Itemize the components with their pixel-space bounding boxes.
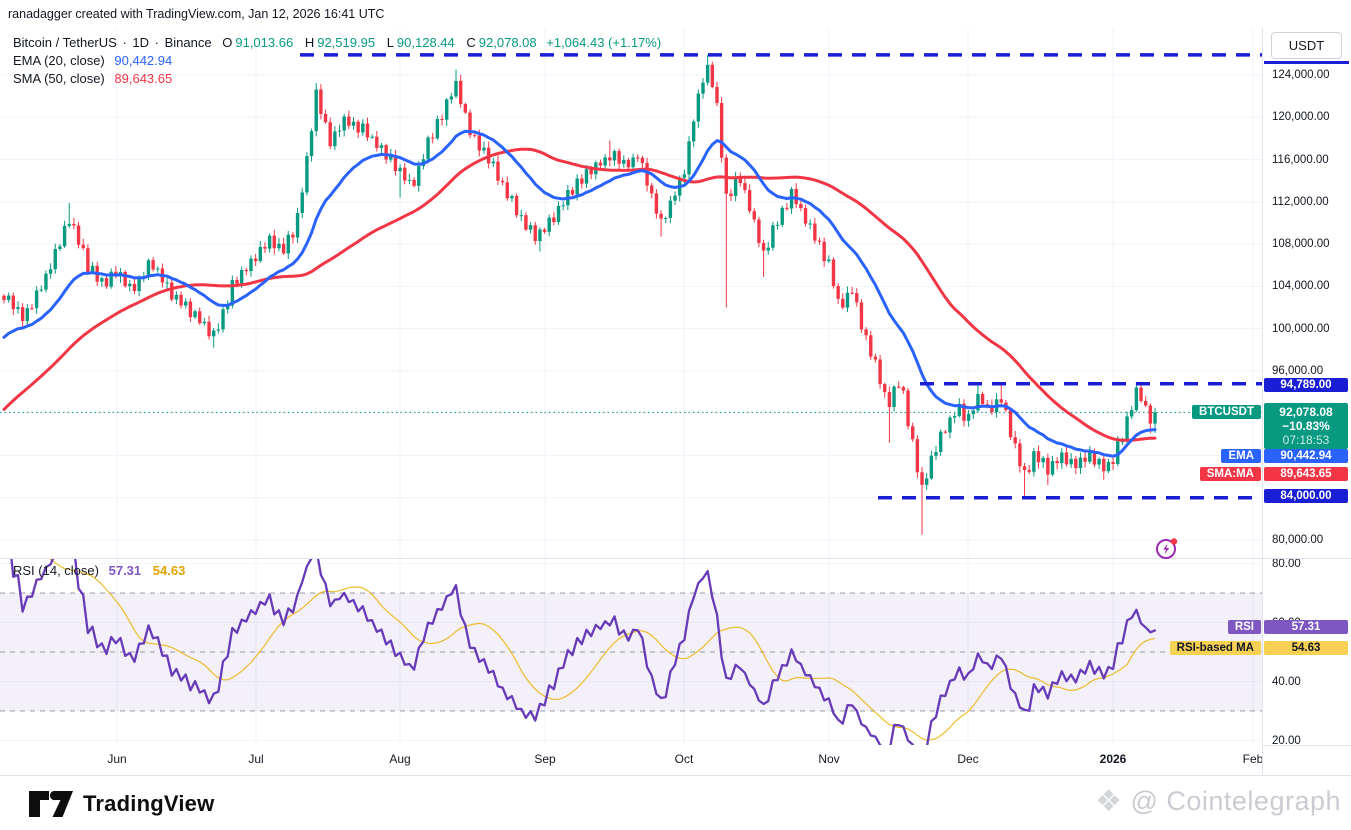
close-value: 92,078.08 [478, 35, 537, 50]
last-price: 92,078.08 [1279, 405, 1333, 419]
symbol-title: Bitcoin / TetherUS [13, 35, 117, 50]
rsi-legend[interactable]: RSI (14, close) 57.31 54.63 [13, 563, 186, 578]
open-value: 91,013.66 [235, 35, 294, 50]
rsi-axis-tick: 80.00 [1272, 557, 1301, 570]
main-chart-canvas[interactable] [0, 28, 1262, 775]
time-axis[interactable]: Jun Jul Aug Sep Oct Nov Dec 2026 Feb [0, 745, 1262, 775]
watermark-text: @ Cointelegraph [1130, 786, 1341, 816]
time-axis-month-label: 2026 [1099, 752, 1127, 766]
symbol-legend[interactable]: Bitcoin / TetherUS · 1D · Binance O 91,01… [13, 35, 664, 50]
sma-value: 89,643.65 [114, 71, 173, 86]
rsi-ma-value: 54.63 [152, 563, 186, 578]
time-axis-month-label: Jun [107, 752, 127, 766]
time-axis-month-label: Feb [1242, 752, 1262, 766]
time-axis-month-label: Jul [248, 752, 264, 766]
pane-separator[interactable] [0, 558, 1351, 559]
time-axis-month-label: Aug [389, 752, 411, 766]
ema-name-tag[interactable]: EMA [1221, 449, 1261, 463]
price-axis-tick: 120,000.00 [1272, 111, 1330, 124]
rsi-ma-name-tag[interactable]: RSI-based MA [1169, 641, 1261, 655]
price-axis-tick: 104,000.00 [1272, 280, 1330, 293]
rsi-axis-tick: 40.00 [1272, 675, 1301, 688]
price-axis-tick: 124,000.00 [1272, 69, 1330, 81]
rsi-axis-tick: 20.00 [1272, 734, 1301, 747]
price-axis-tick: 80,000.00 [1272, 534, 1324, 546]
price-axis-tick: 108,000.00 [1272, 238, 1330, 251]
tradingview-logo-icon [29, 790, 73, 817]
rsi-name-tag[interactable]: RSI [1227, 620, 1261, 634]
upper-level-price-tag: 94,789.00 [1264, 378, 1348, 392]
sma-legend[interactable]: SMA (50, close) 89,643.65 [13, 71, 173, 86]
price-axis[interactable]: USDT 124,000.00 120,000.00 116,000.00 112,0… [1262, 28, 1351, 775]
low-value: 90,128.44 [396, 35, 455, 50]
attribution-text: ranadagger created with TradingView.com,… [8, 7, 385, 21]
price-axis-tick: 96,000.00 [1272, 364, 1324, 377]
lower-level-price-tag: 84,000.00 [1264, 489, 1348, 503]
events-lightning-icon[interactable] [1155, 537, 1179, 561]
ema-price-tag: 90,442.94 [1264, 449, 1348, 463]
last-price-change: −10.83% [1282, 419, 1330, 433]
sma-price-tag: 89,643.65 [1264, 467, 1348, 481]
bar-countdown: 07:18:53 [1282, 433, 1330, 447]
time-axis-month-label: Oct [674, 752, 694, 766]
high-value: 92,519.95 [317, 35, 376, 50]
drawing-axis-marker [1264, 61, 1349, 64]
ema-legend[interactable]: EMA (20, close) 90,442.94 [13, 53, 173, 68]
ohlc-values: O 91,013.66 H 92,519.95 L 90,128.44 C 92,078… [222, 35, 662, 50]
currency-toggle-button[interactable]: USDT [1271, 32, 1342, 59]
exchange-label: Binance [164, 35, 212, 50]
rsi-value-tag: 57.31 [1264, 620, 1348, 634]
price-axis-tick: 116,000.00 [1272, 153, 1329, 166]
tradingview-logo[interactable]: TradingView [28, 790, 214, 818]
price-axis-tick: 100,000.00 [1272, 322, 1330, 335]
change-value: +1,064.43 (+1.17%) [546, 35, 662, 50]
rsi-value: 57.31 [108, 563, 142, 578]
last-price-tag: 92,078.08 −10.83% 07:18:53 [1264, 403, 1348, 449]
time-axis-month-label: Dec [957, 752, 979, 766]
interval-label: 1D [132, 35, 150, 50]
sma-name-tag[interactable]: SMA:MA [1199, 467, 1261, 481]
time-axis-month-label: Sep [534, 752, 556, 766]
tradingview-wordmark: TradingView [83, 791, 215, 816]
ema-value: 90,442.94 [114, 53, 173, 68]
footer-bar: TradingView ❖ @ Cointelegraph [0, 775, 1351, 830]
price-axis-tick: 112,000.00 [1272, 195, 1329, 208]
cointelegraph-logo-icon: ❖ [1095, 785, 1123, 818]
rsi-ma-value-tag: 54.63 [1264, 641, 1348, 655]
symbol-name-tag[interactable]: BTCUSDT [1192, 405, 1261, 419]
cointelegraph-watermark: ❖ @ Cointelegraph [1095, 784, 1341, 819]
time-axis-month-label: Nov [818, 752, 840, 766]
